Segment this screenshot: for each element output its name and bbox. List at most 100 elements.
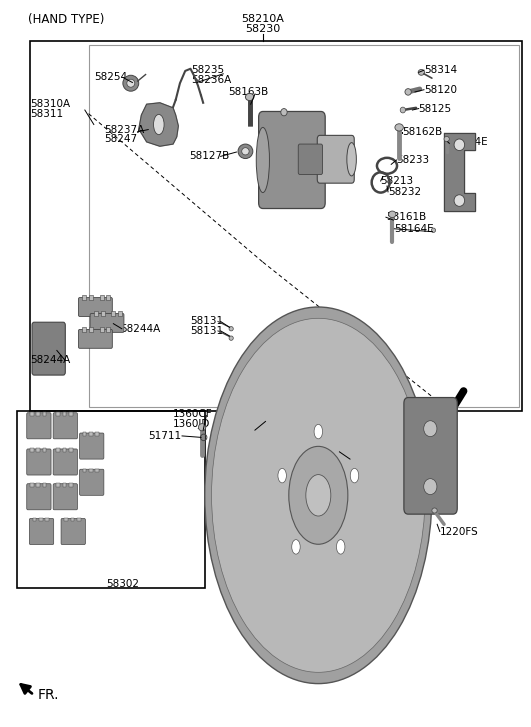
Text: 58311: 58311: [30, 108, 64, 119]
Ellipse shape: [238, 144, 253, 158]
FancyBboxPatch shape: [259, 111, 325, 209]
Bar: [56, 483, 60, 486]
Ellipse shape: [247, 412, 342, 571]
Text: FR.: FR.: [37, 688, 59, 702]
Ellipse shape: [306, 475, 331, 516]
Bar: [64, 518, 68, 521]
Text: 58131: 58131: [191, 316, 224, 326]
Bar: [82, 295, 87, 300]
Text: 58244A: 58244A: [120, 324, 160, 334]
Text: 58390B: 58390B: [234, 415, 274, 425]
Bar: [30, 483, 33, 486]
Ellipse shape: [389, 211, 396, 217]
FancyBboxPatch shape: [27, 483, 51, 510]
Text: 1360JD: 1360JD: [173, 419, 210, 429]
Bar: [63, 483, 66, 486]
Bar: [69, 483, 73, 486]
FancyBboxPatch shape: [27, 413, 51, 439]
Text: 58233: 58233: [397, 155, 430, 165]
Bar: [36, 449, 40, 452]
Ellipse shape: [245, 93, 254, 100]
Bar: [94, 311, 98, 316]
Bar: [83, 433, 87, 436]
Text: 58247: 58247: [105, 134, 138, 144]
Ellipse shape: [211, 318, 425, 672]
Bar: [63, 449, 66, 452]
Ellipse shape: [454, 139, 465, 150]
Bar: [69, 449, 73, 452]
Bar: [71, 518, 74, 521]
Ellipse shape: [418, 70, 424, 76]
Text: 58125: 58125: [418, 103, 452, 113]
FancyBboxPatch shape: [79, 329, 113, 348]
FancyBboxPatch shape: [79, 297, 113, 316]
Bar: [30, 412, 33, 416]
FancyBboxPatch shape: [29, 518, 54, 545]
Bar: [82, 327, 87, 332]
Text: 58213: 58213: [381, 176, 414, 186]
FancyBboxPatch shape: [404, 398, 457, 514]
Ellipse shape: [289, 446, 348, 545]
Text: 58314: 58314: [424, 65, 457, 75]
Text: 58164E: 58164E: [395, 224, 434, 234]
Bar: [106, 327, 110, 332]
Ellipse shape: [127, 79, 135, 87]
Bar: [89, 295, 93, 300]
Text: 58390C: 58390C: [234, 425, 274, 435]
Text: 1360CF: 1360CF: [173, 409, 213, 419]
Ellipse shape: [256, 127, 269, 193]
Text: 1220FS: 1220FS: [440, 526, 478, 537]
Text: 58127B: 58127B: [189, 151, 229, 161]
Text: 58210A: 58210A: [242, 15, 284, 25]
FancyBboxPatch shape: [61, 518, 85, 545]
Ellipse shape: [444, 137, 449, 142]
Bar: [89, 327, 93, 332]
Bar: [63, 412, 66, 416]
Bar: [100, 295, 104, 300]
FancyBboxPatch shape: [27, 449, 51, 475]
Bar: [36, 412, 40, 416]
Bar: [100, 327, 104, 332]
Ellipse shape: [153, 114, 164, 134]
Bar: [96, 468, 99, 472]
Text: 58237A: 58237A: [105, 124, 144, 134]
Bar: [89, 45, 519, 407]
FancyBboxPatch shape: [90, 313, 124, 332]
Bar: [89, 433, 93, 436]
Bar: [17, 411, 205, 588]
Ellipse shape: [281, 108, 287, 116]
FancyBboxPatch shape: [80, 469, 104, 495]
Bar: [89, 468, 93, 472]
Text: 58162B: 58162B: [402, 126, 442, 137]
FancyBboxPatch shape: [80, 433, 104, 459]
Bar: [117, 311, 122, 316]
Text: 58161B: 58161B: [386, 212, 426, 222]
Bar: [101, 311, 105, 316]
Bar: [36, 483, 40, 486]
Bar: [77, 518, 81, 521]
Bar: [96, 433, 99, 436]
Ellipse shape: [199, 424, 206, 431]
Text: 58236A: 58236A: [192, 75, 232, 84]
Text: 58411D: 58411D: [318, 454, 359, 464]
Text: 58310A: 58310A: [30, 99, 71, 109]
Text: 58302: 58302: [106, 579, 139, 590]
Ellipse shape: [454, 195, 465, 206]
FancyBboxPatch shape: [53, 413, 78, 439]
Ellipse shape: [205, 307, 432, 683]
Bar: [106, 295, 110, 300]
Ellipse shape: [218, 372, 355, 597]
Bar: [42, 449, 46, 452]
Ellipse shape: [405, 89, 412, 95]
Bar: [39, 518, 42, 521]
Polygon shape: [139, 103, 178, 146]
FancyBboxPatch shape: [317, 135, 354, 183]
Polygon shape: [444, 133, 475, 212]
Ellipse shape: [431, 228, 435, 233]
FancyBboxPatch shape: [53, 483, 78, 510]
Bar: [45, 518, 49, 521]
Text: 58235: 58235: [192, 65, 225, 75]
FancyBboxPatch shape: [32, 322, 65, 375]
Ellipse shape: [347, 142, 356, 176]
Ellipse shape: [424, 421, 437, 437]
